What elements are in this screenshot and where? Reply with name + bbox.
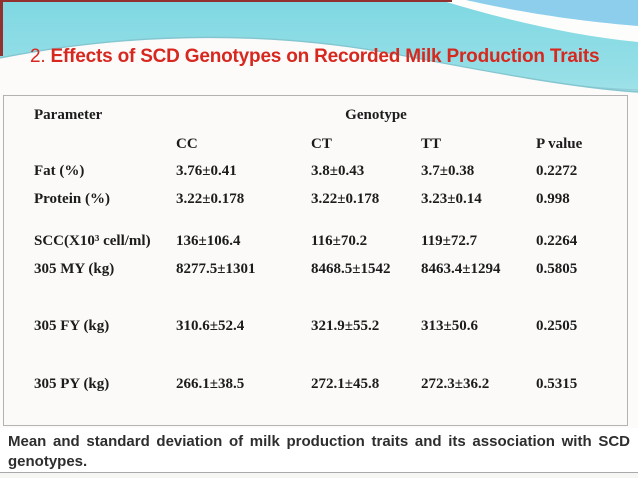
results-table: Parameter Genotype CC CT TT P value Fat …: [3, 95, 628, 426]
cc-cell: 310.6±52.4: [176, 318, 245, 334]
white-wave-area: [0, 37, 638, 112]
table-row-scc: SCC(X10³ cell/ml) 136±106.4 116±70.2 119…: [34, 231, 627, 251]
param-cell: Protein (%): [34, 191, 110, 207]
table-row-protein: Protein (%) 3.22±0.178 3.22±0.178 3.23±0…: [34, 189, 627, 209]
table-row-305my: 305 MY (kg) 8277.5±1301 8468.5±1542 8463…: [34, 259, 627, 279]
pvalue-cell: 0.2264: [536, 233, 578, 249]
presentation-slide: 2. Effects of SCD Genotypes on Recorded …: [0, 0, 638, 428]
pvalue-cell: 0.2505: [536, 318, 578, 334]
param-cell: SCC(X10³ cell/ml): [34, 233, 151, 249]
cc-cell: 3.76±0.41: [176, 163, 237, 179]
tt-cell: 119±72.7: [421, 233, 478, 249]
title-number: 2.: [30, 46, 46, 67]
column-header-ct: CT: [311, 136, 332, 152]
param-cell: 305 MY (kg): [34, 261, 115, 277]
ct-cell: 116±70.2: [311, 233, 368, 249]
caption-area: Mean and standard deviation of milk prod…: [0, 428, 638, 472]
column-header-tt: TT: [421, 136, 442, 152]
slide-title: 2. Effects of SCD Genotypes on Recorded …: [30, 46, 630, 68]
column-header-cc: CC: [176, 136, 198, 152]
header-empty-cell: [34, 134, 176, 154]
bottom-divider: [0, 472, 638, 478]
ct-cell: 8468.5±1542: [311, 261, 391, 277]
light-blue-corner: [466, 0, 638, 27]
ct-cell: 3.8±0.43: [311, 163, 365, 179]
table-row-305fy: 305 FY (kg) 310.6±52.4 321.9±55.2 313±50…: [34, 316, 627, 336]
title-text: Effects of SCD Genotypes on Recorded Mil…: [50, 46, 600, 67]
cc-cell: 136±106.4: [176, 233, 241, 249]
column-header-pvalue: P value: [536, 136, 583, 152]
tt-cell: 8463.4±1294: [421, 261, 501, 277]
header-parameter: Parameter: [34, 107, 103, 123]
param-cell: 305 FY (kg): [34, 318, 110, 334]
pvalue-cell: 0.2272: [536, 163, 578, 179]
table-column-header-row: CC CT TT P value: [34, 134, 627, 154]
tt-cell: 272.3±36.2: [421, 376, 490, 392]
ct-cell: 272.1±45.8: [311, 376, 380, 392]
tt-cell: 3.23±0.14: [421, 191, 482, 207]
tt-cell: 3.7±0.38: [421, 163, 475, 179]
white-swoosh-band: [440, 0, 638, 42]
table-row-305py: 305 PY (kg) 266.1±38.5 272.1±45.8 272.3±…: [34, 374, 627, 394]
ct-cell: 3.22±0.178: [311, 191, 380, 207]
cc-cell: 266.1±38.5: [176, 376, 245, 392]
pvalue-cell: 0.5315: [536, 376, 578, 392]
table-group-header-row: Parameter Genotype: [34, 105, 627, 125]
pvalue-cell: 0.5805: [536, 261, 578, 277]
maroon-left-edge: [0, 0, 3, 56]
tt-cell: 313±50.6: [421, 318, 478, 334]
header-genotype-group: Genotype: [345, 107, 407, 123]
table-row-fat: Fat (%) 3.76±0.41 3.8±0.43 3.7±0.38 0.22…: [34, 161, 627, 181]
maroon-top-edge: [0, 0, 452, 2]
param-cell: 305 PY (kg): [34, 376, 110, 392]
param-cell: Fat (%): [34, 163, 85, 179]
pvalue-cell: 0.998: [536, 191, 570, 207]
ct-cell: 321.9±55.2: [311, 318, 380, 334]
cc-cell: 3.22±0.178: [176, 191, 245, 207]
wave-edge-line: [0, 36, 638, 93]
wave-banner-graphic: [0, 0, 638, 112]
cc-cell: 8277.5±1301: [176, 261, 256, 277]
table-caption: Mean and standard deviation of milk prod…: [8, 433, 630, 470]
